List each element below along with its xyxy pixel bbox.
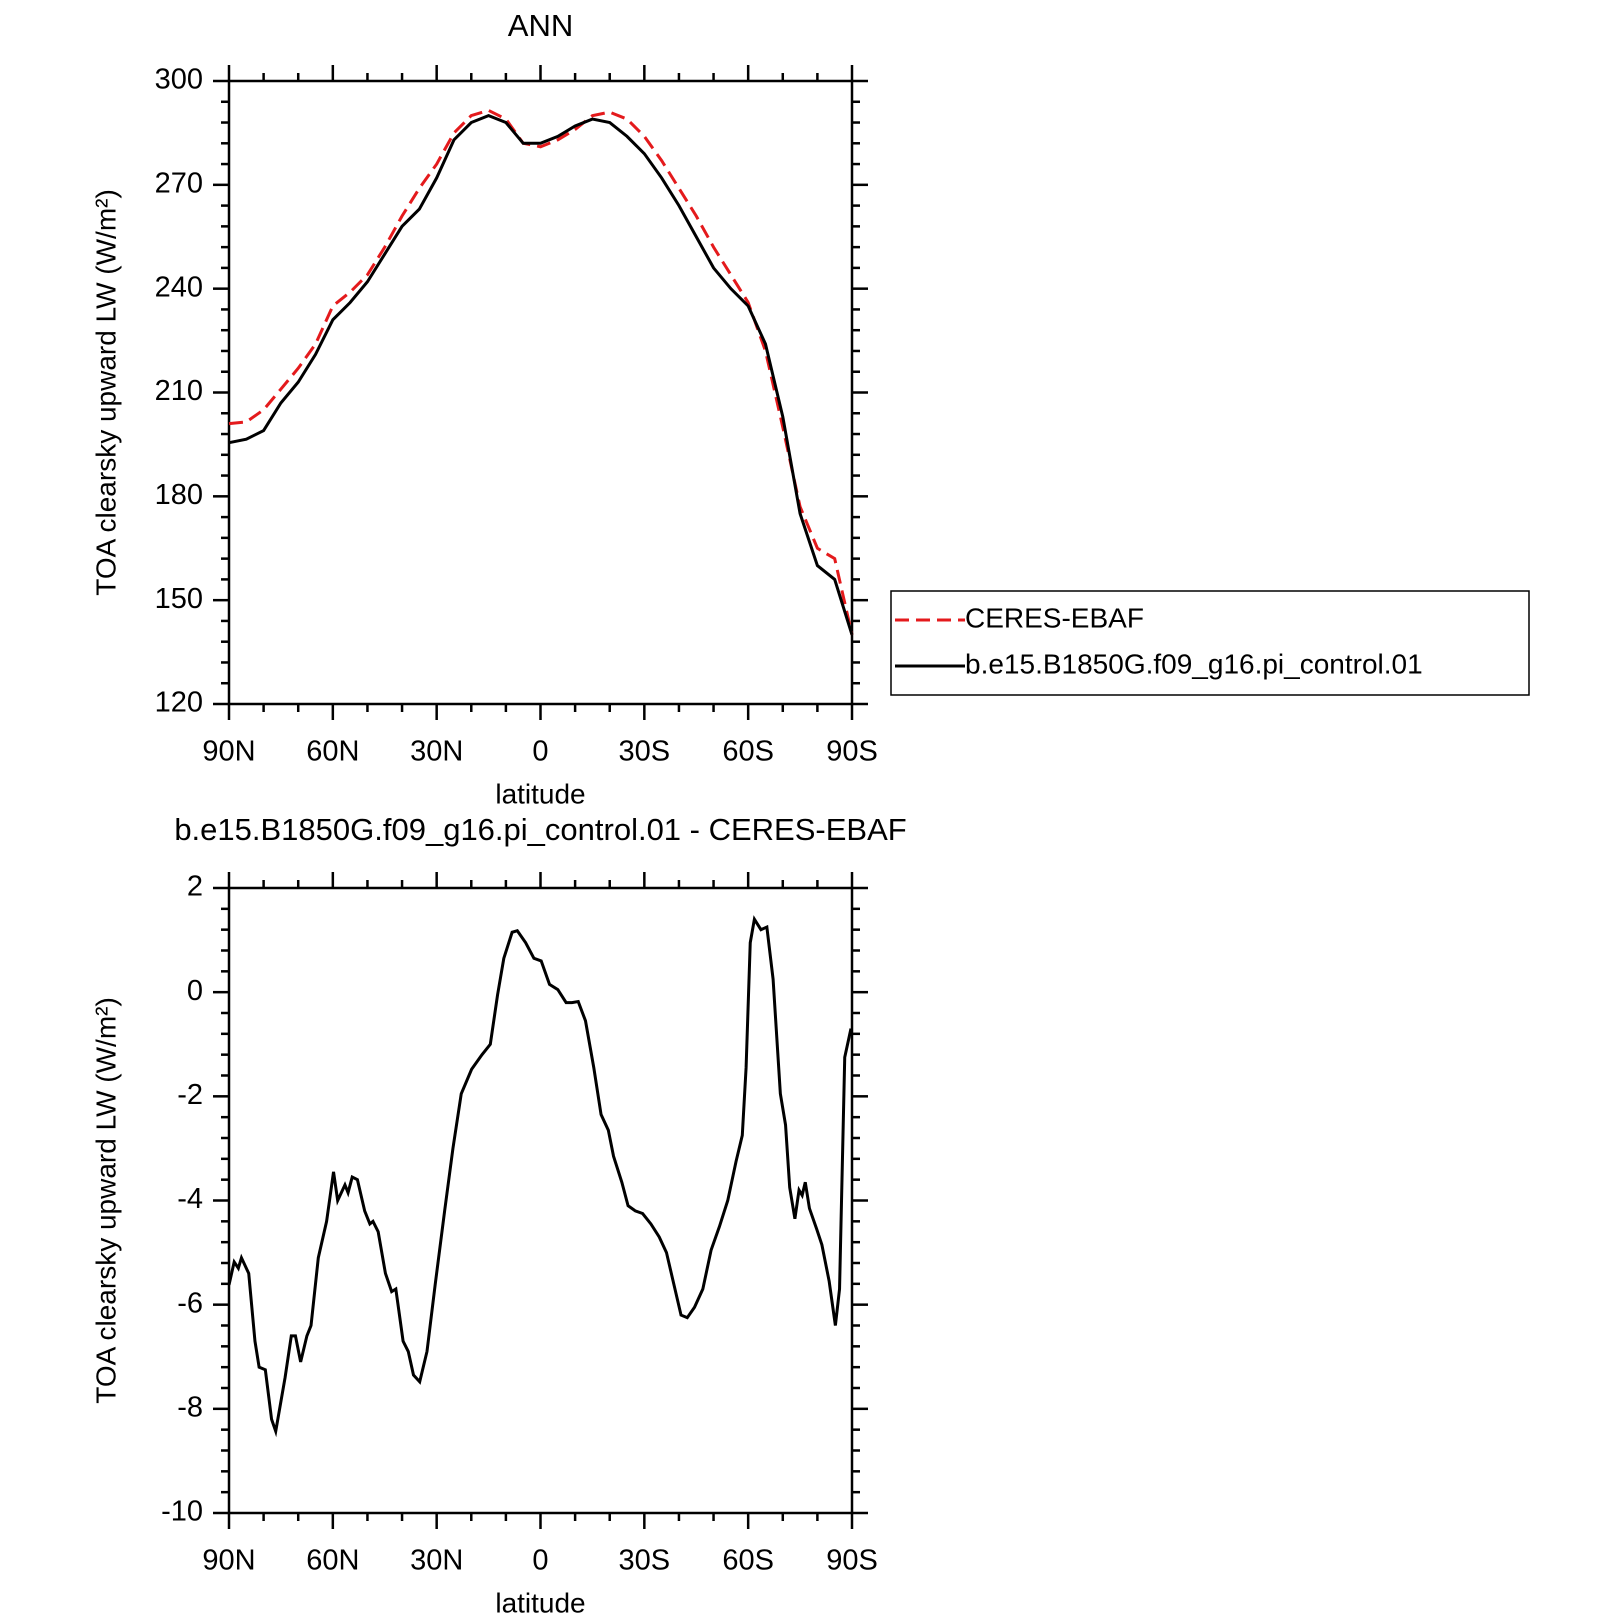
data-line	[228, 108, 854, 636]
legend-label: b.e15.B1850G.f09_g16.pi_control.01	[965, 648, 1423, 679]
y-tick-label: 240	[155, 271, 203, 303]
y-tick-label: 210	[155, 375, 203, 407]
plot-frame	[227, 79, 854, 706]
x-tick-label: 30N	[410, 736, 463, 768]
y-tick-label: 2	[187, 871, 203, 903]
y-tick-label: -2	[177, 1079, 203, 1111]
y-tick-label: -4	[177, 1183, 203, 1215]
y-tick-label: 270	[155, 167, 203, 199]
y-tick-label: -6	[177, 1287, 203, 1319]
x-tick-label: 90N	[202, 736, 255, 768]
x-tick-label: 30S	[619, 1545, 671, 1577]
y-tick-label: 0	[187, 975, 203, 1007]
chart-title: ANN	[508, 8, 573, 43]
plot-frame	[227, 886, 854, 1515]
y-tick-label: 120	[155, 687, 203, 719]
x-tick-label: 30S	[619, 736, 671, 768]
x-tick-label: 0	[532, 736, 548, 768]
y-axis-label: TOA clearsky upward LW (W/m²)	[90, 189, 121, 596]
y-axis-label: TOA clearsky upward LW (W/m²)	[90, 997, 121, 1404]
x-tick-label: 30N	[410, 1545, 463, 1577]
x-tick-label: 0	[532, 1545, 548, 1577]
y-tick-label: -10	[161, 1496, 203, 1528]
x-tick-label: 60N	[306, 736, 359, 768]
y-tick-label: 150	[155, 583, 203, 615]
legend-box	[890, 590, 1530, 696]
x-axis-label: latitude	[495, 778, 585, 809]
x-tick-label: 60S	[722, 1545, 774, 1577]
panel: ANN 120 150 180 210 240 270 300 90N 60N 30N 0 30S 60S…	[90, 8, 1530, 809]
x-tick-label: 90S	[826, 1545, 878, 1577]
y-tick-label: 180	[155, 479, 203, 511]
y-tick-label: 300	[155, 64, 203, 96]
y-tick-label: -8	[177, 1391, 203, 1423]
x-tick-label: 90N	[202, 1545, 255, 1577]
data-line	[227, 915, 853, 1438]
panel: b.e15.B1850G.f09_g16.pi_control.01 - CER…	[90, 812, 906, 1618]
x-tick-label: 90S	[826, 736, 878, 768]
legend-label: CERES-EBAF	[965, 602, 1144, 633]
data-line	[228, 113, 854, 636]
x-tick-label: 60S	[722, 736, 774, 768]
x-tick-label: 60N	[306, 1545, 359, 1577]
x-axis-label: latitude	[495, 1587, 585, 1618]
chart-title: b.e15.B1850G.f09_g16.pi_control.01 - CER…	[174, 812, 906, 847]
